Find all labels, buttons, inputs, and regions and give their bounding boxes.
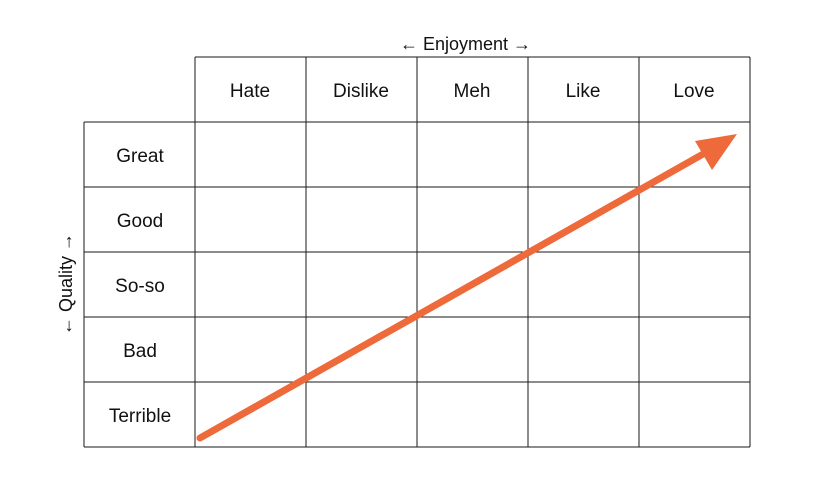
grid-lines [83,56,751,448]
column-header-meh: Meh [454,81,491,102]
column-header-hate: Hate [230,81,270,102]
row-header-bad: Bad [123,341,157,362]
arrow-head [695,134,737,170]
row-header-good: Good [117,211,163,232]
row-header-great: Great [116,146,164,167]
column-headers: Hate Dislike Meh Like Love [230,81,715,102]
column-header-dislike: Dislike [333,81,389,102]
column-header-like: Like [566,81,601,102]
arrow-shaft [196,145,716,442]
row-header-terrible: Terrible [109,406,171,427]
column-header-love: Love [673,81,714,102]
row-headers: Great Good So-so Bad Terrible [109,146,171,427]
x-axis-label: ← Enjoyment → [400,34,532,54]
trend-arrow [196,134,737,442]
row-header-so-so: So-so [115,276,165,297]
